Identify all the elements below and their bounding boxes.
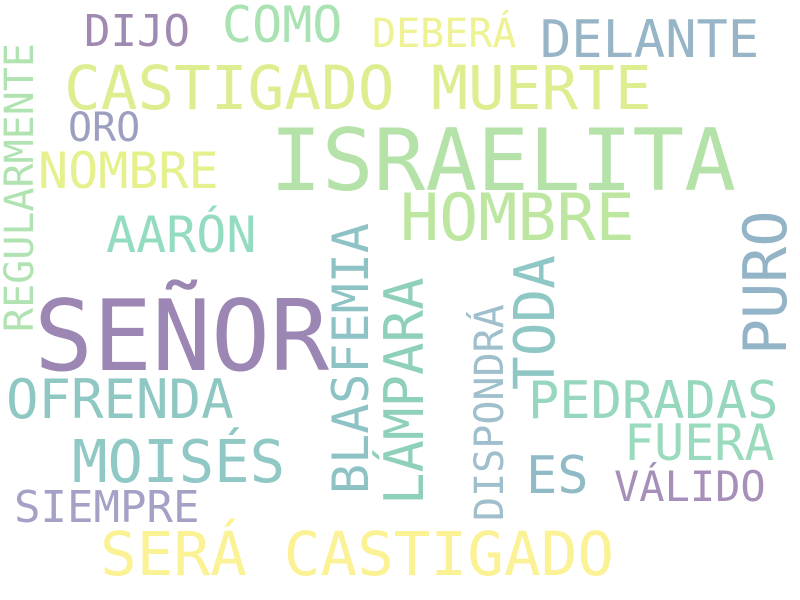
word-como: COMO: [222, 0, 343, 54]
word-sera-castigado: SERÁ CASTIGADO: [100, 519, 615, 590]
word-delante: DELANTE: [540, 10, 760, 70]
word-blasfemia: BLASFEMIA: [322, 223, 380, 494]
word-regularmente: REGULARMENTE: [0, 43, 43, 332]
word-valido: VÁLIDO: [614, 462, 766, 511]
word-fuera: FUERA: [624, 414, 775, 472]
word-moises: MOISÉS: [72, 427, 286, 496]
word-es: ES: [526, 446, 589, 506]
word-oro: ORO: [68, 105, 141, 151]
word-puro: PURO: [731, 210, 800, 356]
word-nombre: NOMBRE: [38, 142, 219, 200]
word-ofrenda: OFRENDA: [6, 368, 234, 431]
word-aaron: AARÓN: [106, 206, 257, 264]
word-toda: TODA: [503, 255, 568, 390]
word-siempre: SIEMPRE: [14, 482, 200, 533]
word-senor: SEÑOR: [34, 280, 330, 394]
word-israelita: ISRAELITA: [270, 111, 736, 211]
word-dijo: DIJO: [84, 6, 190, 57]
word-castigado-muerte: CASTIGADO MUERTE: [64, 53, 652, 124]
word-debera: DEBERÁ: [372, 11, 517, 57]
word-hombre: HOMBRE: [400, 181, 635, 256]
word-lampara: LÁMPARA: [373, 277, 436, 505]
word-pedradas: PEDRADAS: [528, 371, 779, 431]
